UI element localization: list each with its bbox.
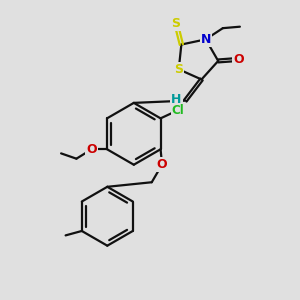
Text: O: O xyxy=(157,158,167,171)
Text: O: O xyxy=(86,143,97,156)
Text: N: N xyxy=(200,33,211,46)
Text: Cl: Cl xyxy=(172,103,184,117)
Text: S: S xyxy=(174,63,183,76)
Text: O: O xyxy=(233,53,244,66)
Text: H: H xyxy=(171,93,182,106)
Text: S: S xyxy=(172,17,181,30)
